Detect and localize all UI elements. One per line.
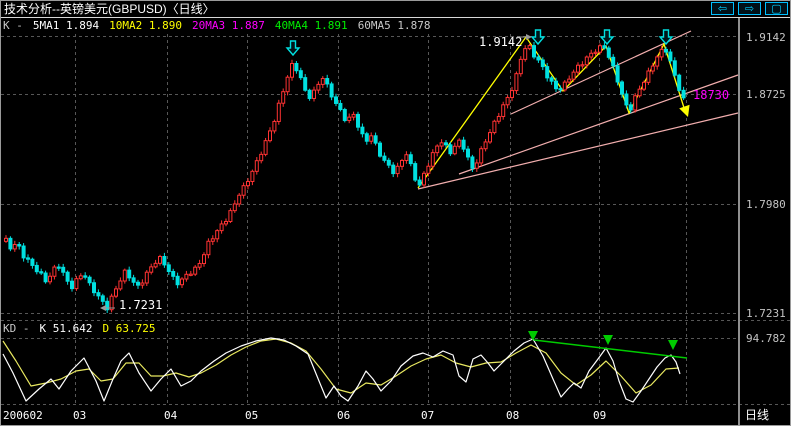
svg-text:1.9142: 1.9142 [479,35,522,49]
svg-text:1.9142: 1.9142 [746,31,786,44]
svg-text:200602: 200602 [3,409,43,422]
window-title: 技术分析--英镑美元(GBPUSD)〈日线〉 [4,2,215,16]
svg-text:94.782: 94.782 [746,332,786,345]
period-box[interactable]: 日线 [745,408,770,422]
kd-legend-item: KD - [3,322,30,335]
svg-text:05: 05 [245,409,258,422]
svg-text:09: 09 [593,409,606,422]
svg-text:04: 04 [164,409,178,422]
kd-legend: KD - K 51.642 D 63.725 [3,322,165,335]
title-buttons: ⇦ ⇨ ▢ [711,2,788,15]
ma-legend-item: 20MA3 1.887 [191,19,265,32]
ma-legend-item: 60MA5 1.878 [357,19,431,32]
ma-legend: K - 5MA1 1.894 10MA2 1.890 20MA3 1.887 40MA4… [3,19,441,33]
maximize-button[interactable]: ▢ [765,2,788,15]
left-arrow-icon: ⇦ [717,2,728,15]
svg-text:1.7980: 1.7980 [746,198,786,211]
back-button[interactable]: ⇦ [711,2,734,15]
ma-legend-item: K - [3,19,23,32]
svg-text:1.7231: 1.7231 [746,307,786,320]
svg-text:06: 06 [337,409,350,422]
ma-legend-item: 10MA2 1.890 [109,19,182,32]
channel-trend-lines [417,30,739,190]
svg-text:1.8725: 1.8725 [746,88,786,101]
svg-text:1.7231: 1.7231 [119,298,162,312]
svg-text:07: 07 [421,409,434,422]
chart-annotations: 1.9142 1.7231 18730 [100,29,729,312]
maximize-icon: ▢ [771,2,782,15]
svg-text:03: 03 [73,409,86,422]
main-price-chart [4,41,686,313]
axis-labels: 1.9142 1.8725 1.7980 1.7231 94.782 200602 03 04… [3,31,786,422]
kd-legend-item: D 63.725 [102,322,156,335]
kd-legend-item: K 51.642 [39,322,93,335]
kd-indicator-chart [2,331,688,403]
grid-lines [1,18,790,425]
ma-legend-item: 40MA4 1.891 [274,19,348,32]
svg-text:08: 08 [506,409,519,422]
ma-legend-item: 5MA1 1.894 [32,19,100,32]
svg-text:18730: 18730 [693,88,729,102]
right-arrow-icon: ⇨ [744,2,755,15]
title-bar: 技术分析--英镑美元(GBPUSD)〈日线〉 ⇦ ⇨ ▢ [1,1,790,18]
forward-button[interactable]: ⇨ [738,2,761,15]
